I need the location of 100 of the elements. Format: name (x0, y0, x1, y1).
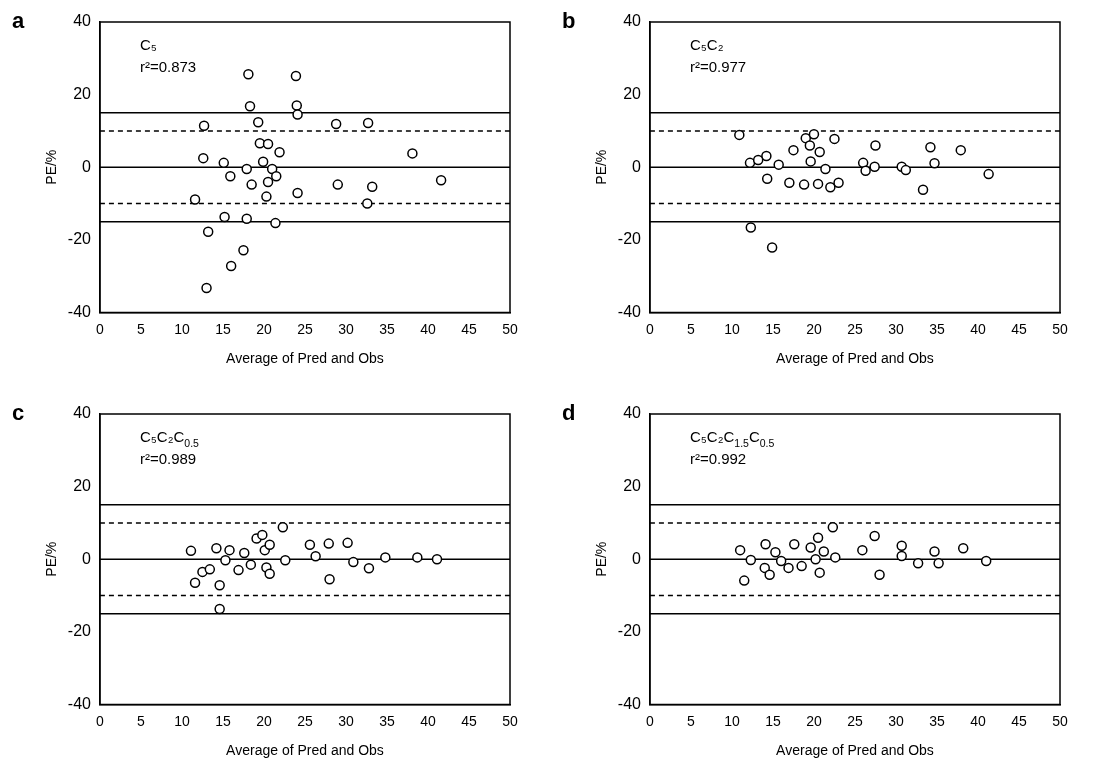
point (896, 550, 907, 562)
annotation: C₅ (139, 36, 157, 53)
y-tick-label: -20 (617, 230, 642, 248)
point (957, 543, 969, 554)
point (407, 148, 418, 159)
y-tick-label: -40 (617, 302, 642, 320)
x-axis-title: Average of Pred and Obs (226, 742, 384, 759)
point (761, 150, 772, 162)
x-axis-title: Average of Pred and Obs (226, 350, 384, 367)
annotation: r²=0.989 (139, 450, 197, 467)
annotation: r²=0.977 (689, 58, 747, 75)
point (788, 144, 799, 156)
x-tick-label: 15 (765, 320, 781, 337)
point (760, 539, 771, 550)
x-tick-label: 30 (888, 320, 904, 337)
point (214, 580, 225, 591)
x-tick-label: 40 (970, 320, 986, 337)
point (814, 567, 825, 578)
x-tick-label: 10 (174, 712, 190, 729)
point (745, 554, 757, 566)
point (225, 171, 236, 182)
point (201, 282, 212, 294)
y-tick-label: -20 (67, 622, 92, 640)
y-tick-label: 0 (82, 157, 92, 175)
point (773, 159, 784, 170)
point (798, 179, 810, 190)
point (362, 117, 374, 129)
y-axis-title: PE/% (43, 149, 60, 185)
y-axis-title: PE/% (593, 149, 610, 185)
point (348, 556, 359, 568)
x-tick-label: 40 (970, 712, 986, 729)
x-tick-label: 50 (502, 320, 518, 337)
point (185, 545, 197, 557)
x-tick-label: 20 (806, 320, 822, 337)
x-tick-label: 20 (256, 712, 272, 729)
point (292, 109, 303, 120)
point (812, 532, 824, 544)
point (233, 564, 244, 576)
point (929, 546, 940, 557)
point (239, 547, 250, 559)
x-tick-label: 35 (379, 712, 395, 729)
x-tick-label: 5 (687, 712, 696, 729)
y-tick-label: -40 (67, 694, 92, 712)
point (332, 179, 344, 190)
chart-title: d (562, 400, 576, 425)
point (292, 187, 303, 199)
x-tick-label: 10 (724, 712, 740, 729)
point (220, 555, 231, 566)
x-tick-label: 0 (96, 712, 105, 729)
point (330, 118, 342, 130)
point (224, 544, 235, 556)
point (814, 146, 825, 158)
x-tick-label: 50 (1052, 320, 1068, 337)
point (304, 539, 316, 550)
point (257, 529, 268, 541)
y-tick-label: 40 (623, 404, 642, 422)
point (262, 138, 274, 150)
point (324, 573, 335, 585)
point (264, 539, 275, 550)
x-tick-label: 45 (1011, 712, 1027, 729)
point (202, 226, 214, 238)
x-tick-label: 5 (137, 712, 146, 729)
point (198, 152, 209, 164)
point (929, 157, 940, 169)
point (211, 543, 222, 554)
point (291, 100, 303, 111)
point (870, 140, 881, 151)
point (431, 553, 443, 565)
y-tick-label: 40 (73, 404, 92, 422)
point (896, 540, 907, 552)
point (241, 213, 252, 224)
x-tick-label: 10 (174, 320, 190, 337)
point (770, 547, 781, 558)
point (380, 552, 391, 563)
x-tick-label: 45 (461, 320, 477, 337)
y-tick-label: 20 (623, 85, 642, 103)
point (933, 557, 944, 569)
point (752, 154, 764, 166)
x-tick-label: 15 (215, 320, 231, 337)
x-tick-label: 35 (929, 320, 945, 337)
chart-title: c (12, 400, 25, 425)
point (323, 538, 334, 549)
point (766, 242, 778, 253)
point (983, 168, 994, 180)
point (804, 140, 816, 151)
x-tick-label: 50 (502, 712, 518, 729)
x-tick-label: 40 (420, 712, 436, 729)
y-tick-label: 0 (632, 549, 642, 567)
x-tick-label: 50 (1052, 712, 1068, 729)
point (310, 551, 321, 562)
y-tick-label: -40 (67, 302, 92, 320)
point (783, 562, 794, 574)
point (412, 552, 423, 563)
point (764, 569, 775, 581)
point (796, 560, 807, 572)
point (784, 177, 795, 189)
point (262, 176, 274, 188)
point (219, 211, 230, 223)
annotation: r²=0.992 (689, 450, 747, 467)
point (857, 544, 868, 556)
